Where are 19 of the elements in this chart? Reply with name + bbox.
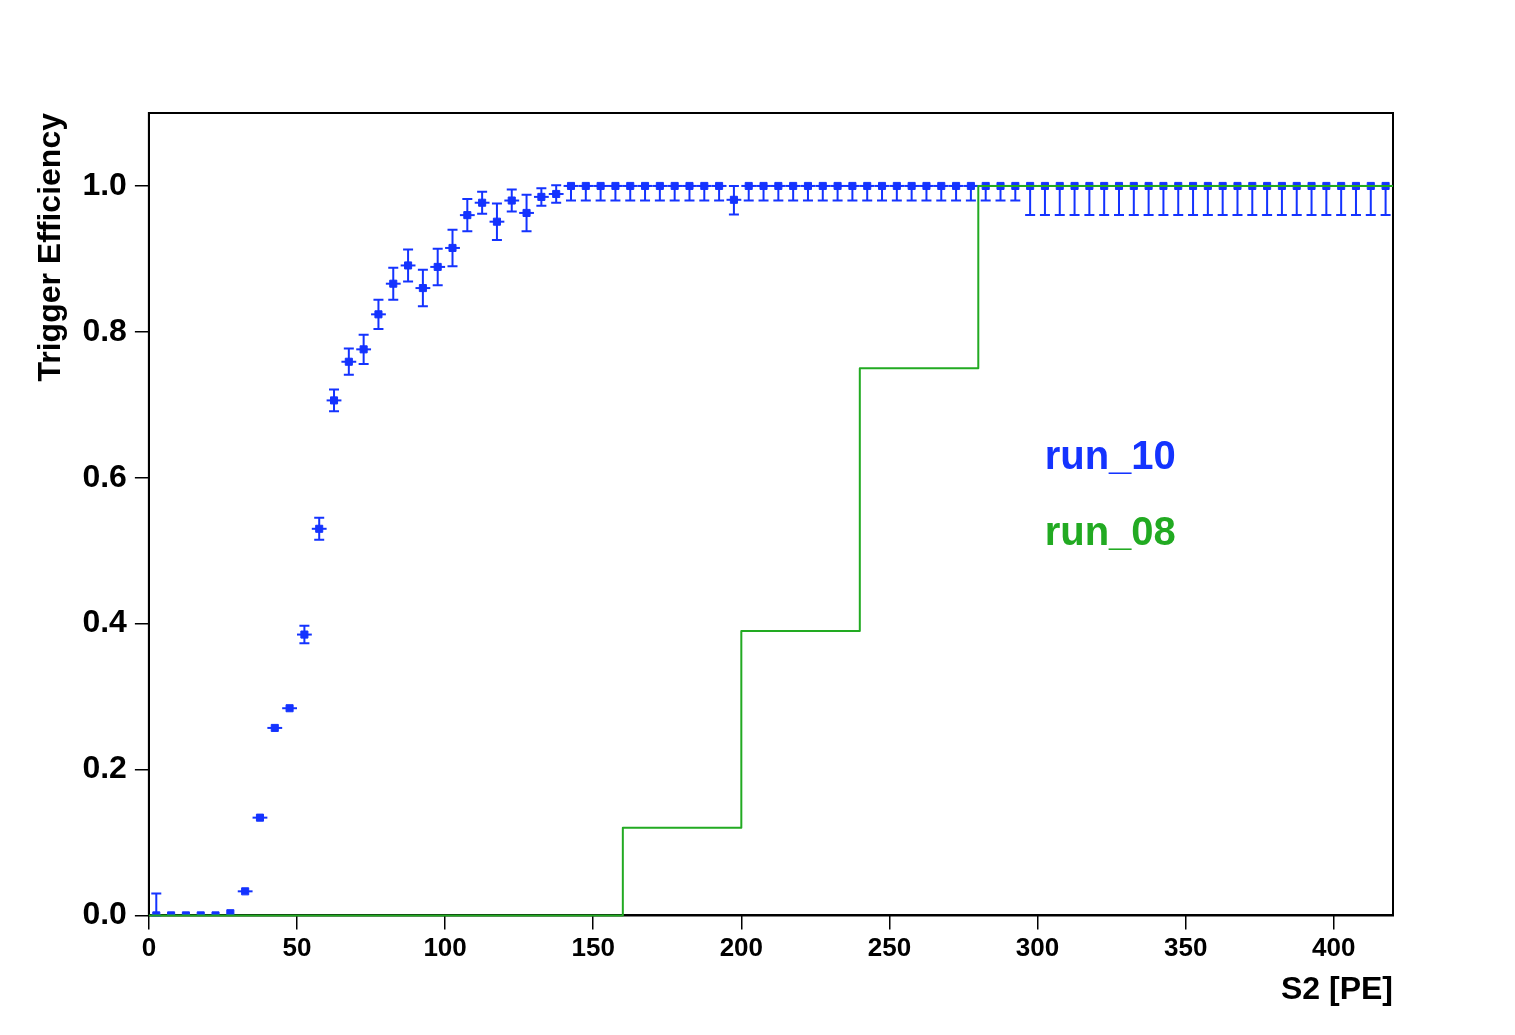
x-tick-label: 400 [1312, 931, 1356, 962]
x-tick-label: 50 [282, 931, 312, 962]
y-tick-label: 0.8 [82, 311, 127, 348]
x-tick-label: 0 [141, 931, 157, 962]
text: run_10 [1044, 433, 1176, 478]
y-tick-label: 0.4 [82, 603, 128, 640]
x-tick-label: 300 [1015, 931, 1060, 962]
x-tick-label: 150 [571, 931, 615, 962]
y-tick-label: 1.0 [82, 165, 127, 202]
x-tick-label: 200 [719, 931, 764, 962]
x-tick-label: 100 [423, 931, 467, 962]
y-axis-title: Trigger Efficiency [31, 112, 68, 382]
x-tick-label: 350 [1163, 931, 1208, 962]
x-axis-title: S2 [PE] [1280, 969, 1393, 1006]
y-tick-label: 0.2 [82, 749, 127, 786]
text: run_08 [1044, 509, 1176, 554]
y-tick-label: 0.6 [82, 457, 127, 494]
x-tick-label: 250 [867, 931, 912, 962]
y-tick-label: 0.0 [82, 895, 127, 932]
